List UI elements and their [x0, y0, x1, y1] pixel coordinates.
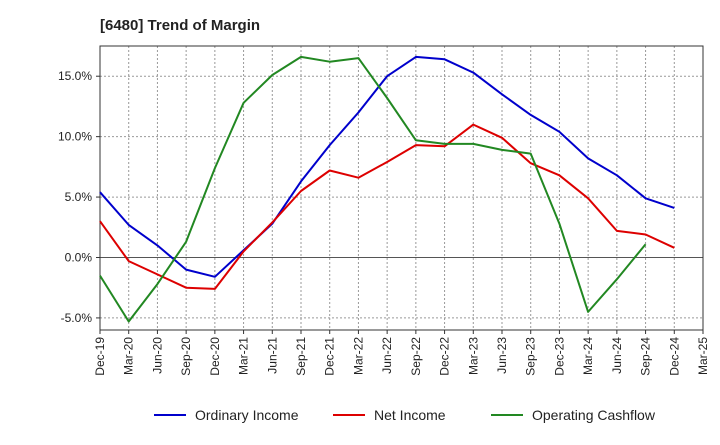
ordinary-income-legend-label: Ordinary Income — [195, 407, 299, 423]
series-lines — [99, 55, 675, 323]
operating-cashflow-legend-label: Operating Cashflow — [532, 407, 656, 423]
net-income-legend-label: Net Income — [374, 407, 446, 423]
x-tick-label: Dec-24 — [667, 337, 681, 376]
x-tick-label: Dec-19 — [93, 337, 107, 376]
y-axis: -5.0% 0.0% 5.0% 10.0% 15.0% — [58, 69, 100, 325]
net-income-line — [99, 123, 675, 290]
x-tick-label: Dec-22 — [438, 337, 452, 376]
x-tick-label: Sep-23 — [524, 337, 538, 376]
x-tick-label: Jun-21 — [265, 337, 279, 374]
x-tick-label: Jun-22 — [380, 337, 394, 374]
plot-frame — [99, 45, 704, 331]
x-tick-label: Sep-22 — [409, 337, 423, 376]
x-tick-label: Mar-21 — [237, 337, 251, 375]
x-tick-label: Dec-20 — [208, 337, 222, 376]
grid — [100, 46, 703, 330]
y-tick-label: -5.0% — [61, 311, 93, 325]
x-axis: Dec-19 Mar-20 Jun-20 Sep-20 Dec-20 Mar-21 Jun-… — [93, 330, 710, 376]
x-tick-label: Jun-20 — [150, 337, 164, 374]
x-tick-label: Mar-23 — [466, 337, 480, 375]
x-tick-label: Mar-25 — [696, 337, 710, 375]
x-tick-label: Sep-20 — [179, 337, 193, 376]
operating-cashflow-line — [99, 55, 647, 323]
x-tick-label: Mar-20 — [122, 337, 136, 375]
y-tick-label: 15.0% — [58, 69, 92, 83]
x-tick-label: Jun-23 — [495, 337, 509, 374]
x-tick-label: Jun-24 — [610, 337, 624, 374]
y-tick-label: 10.0% — [58, 130, 92, 144]
x-tick-label: Sep-24 — [639, 337, 653, 376]
chart-title: [6480] Trend of Margin — [100, 17, 260, 34]
x-tick-label: Dec-23 — [552, 337, 566, 376]
x-tick-label: Mar-24 — [581, 337, 595, 375]
x-tick-label: Dec-21 — [323, 337, 337, 376]
y-tick-label: 5.0% — [65, 190, 93, 204]
x-tick-label: Sep-21 — [294, 337, 308, 376]
legend: Ordinary Income Net Income Operating Cashf… — [154, 407, 656, 423]
y-tick-label: 0.0% — [65, 250, 93, 264]
x-tick-label: Mar-22 — [351, 337, 365, 375]
ordinary-income-line — [99, 55, 675, 278]
